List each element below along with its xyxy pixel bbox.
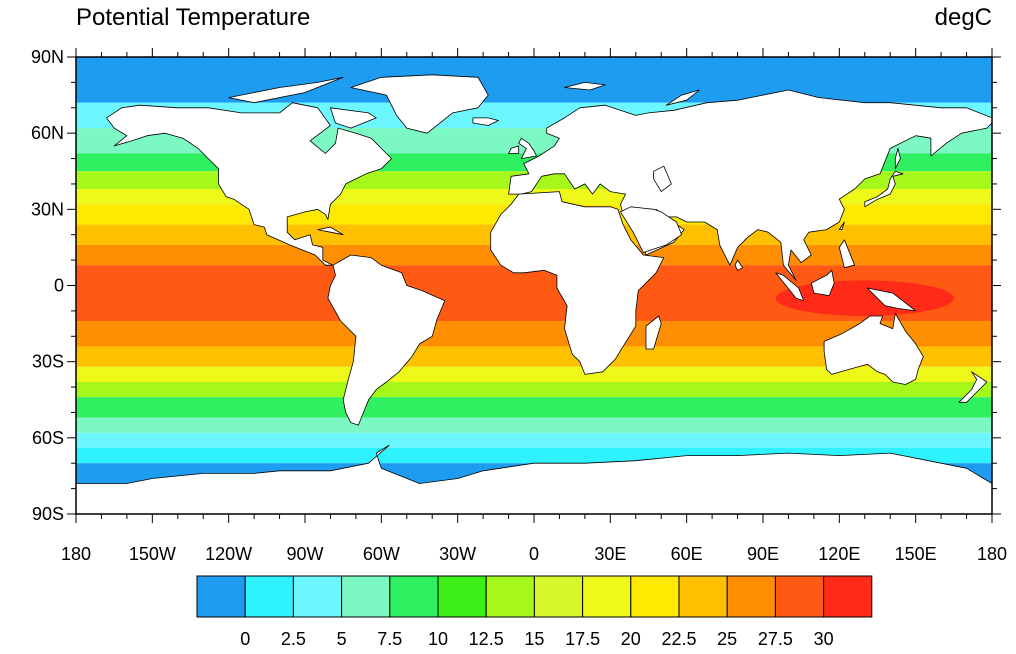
- colorbar-label: 0: [240, 629, 250, 649]
- lat-label: 60N: [31, 123, 64, 143]
- colorbar: [196, 575, 873, 618]
- land-new-guinea: [866, 287, 917, 312]
- land-taiwan: [838, 221, 845, 230]
- land-sri-lanka: [734, 259, 743, 271]
- colorbar-swatch-12: [774, 575, 825, 618]
- land-british-isles: [518, 137, 537, 159]
- colorbar-label: 25: [717, 629, 737, 649]
- colorbar-label: 12.5: [469, 629, 504, 649]
- colorbar-swatch-2: [292, 575, 343, 618]
- land-philippines: [838, 239, 855, 269]
- colorbar-label: 2.5: [281, 629, 306, 649]
- land-cuba: [317, 226, 344, 236]
- colorbar-swatch-11: [726, 575, 776, 618]
- latitude-labels: 90N 60N 30N 0 30S 60S 90S: [31, 47, 64, 524]
- lon-label: 150W: [129, 544, 176, 564]
- land-masses: [76, 74, 992, 514]
- colorbar-swatch-13: [823, 575, 873, 618]
- ocean-band-15: [76, 417, 992, 433]
- lon-label: 120E: [818, 544, 860, 564]
- colorbar-swatch-7: [533, 575, 584, 618]
- axis-ticks: [67, 48, 1001, 523]
- land-japan: [864, 170, 904, 208]
- ocean-band-11: [76, 346, 992, 367]
- land-north-america: [106, 102, 392, 266]
- lat-label: 90N: [31, 47, 64, 67]
- lon-label: 120W: [205, 544, 252, 564]
- colorbar-label: 10: [428, 629, 448, 649]
- lon-label: 180: [977, 544, 1007, 564]
- colorbar-swatch-10: [678, 575, 728, 618]
- lon-label: 90E: [747, 544, 779, 564]
- lat-label: 60S: [32, 428, 64, 448]
- land-sakhalin: [894, 148, 901, 170]
- colorbar-swatch-5: [437, 575, 487, 618]
- longitude-labels: 180 150W 120W 90W 60W 30W 0 30E 60E 90E 120E 150E 18…: [61, 544, 1007, 564]
- land-borneo: [810, 269, 835, 297]
- colorbar-label: 17.5: [565, 629, 600, 649]
- land-africa: [490, 191, 665, 375]
- map-units: degC: [934, 4, 992, 31]
- lon-label: 30E: [594, 544, 626, 564]
- colorbar-swatch-0: [196, 575, 246, 618]
- lon-label: 30W: [439, 544, 476, 564]
- lat-label: 90S: [32, 504, 64, 524]
- colorbar-labels: 0 2.5 5 7.5 10 12.5 15 17.5 20 22.5 25 27.5 30: [240, 629, 833, 649]
- colorbar-swatch-6: [485, 575, 535, 618]
- land-svalbard: [564, 82, 606, 91]
- colorbar-swatch-8: [582, 575, 632, 618]
- land-novaya-zemlya: [665, 89, 700, 106]
- colorbar-label: 20: [621, 629, 641, 649]
- lon-label: 150E: [895, 544, 937, 564]
- colorbar-swatch-1: [244, 575, 294, 618]
- lon-label: 90W: [286, 544, 323, 564]
- colorbar-label: 7.5: [377, 629, 402, 649]
- ocean-band-0: [76, 57, 992, 103]
- colorbar-label: 30: [814, 629, 834, 649]
- land-arctic-islands: [228, 76, 344, 104]
- land-greenland: [350, 74, 489, 134]
- colorbar-swatch-4: [389, 575, 439, 618]
- colorbar-label: 15: [524, 629, 544, 649]
- land-baffin: [330, 107, 377, 129]
- ocean-band-12: [76, 366, 992, 382]
- colorbar-swatch-9: [630, 575, 680, 618]
- land-new-zealand: [958, 371, 988, 403]
- lat-label: 0: [54, 276, 64, 296]
- lon-label: 60E: [671, 544, 703, 564]
- lon-label: 60W: [363, 544, 400, 564]
- colorbar-swatch-3: [341, 575, 391, 618]
- land-iceland: [472, 117, 499, 126]
- land-south-america: [327, 254, 446, 426]
- lon-label: 0: [529, 544, 539, 564]
- colorbar-label: 27.5: [758, 629, 793, 649]
- land-madagascar: [645, 315, 662, 350]
- land-arabia: [620, 206, 682, 253]
- map-title: Potential Temperature: [76, 4, 311, 31]
- lat-label: 30S: [32, 352, 64, 372]
- ocean-band-13: [76, 381, 992, 398]
- colorbar-label: 22.5: [661, 629, 696, 649]
- colorbar-label: 5: [337, 629, 347, 649]
- land-caspian: [653, 165, 672, 192]
- lon-label: 180: [61, 544, 91, 564]
- land-sumatra: [775, 272, 805, 302]
- lat-label: 30N: [31, 199, 64, 219]
- land-ireland: [508, 145, 520, 154]
- land-australia: [823, 313, 924, 385]
- ocean-band-16: [76, 432, 992, 448]
- ocean-band-14: [76, 397, 992, 418]
- land-antarctica: [76, 445, 992, 514]
